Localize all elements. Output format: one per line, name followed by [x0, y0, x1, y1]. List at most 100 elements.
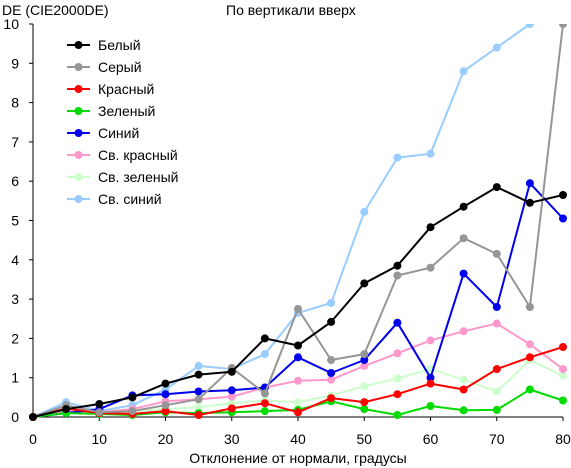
data-point [393, 411, 402, 419]
x-tick-label: 40 [290, 431, 306, 447]
data-point [492, 249, 501, 258]
data-point [128, 407, 137, 416]
data-point [161, 379, 170, 388]
data-point [360, 405, 369, 414]
data-point [492, 365, 501, 374]
data-point [29, 413, 37, 421]
data-point [492, 303, 501, 311]
data-point [294, 353, 302, 362]
data-point [426, 373, 435, 382]
data-point [360, 279, 369, 288]
data-point [62, 405, 71, 414]
x-tick-label: 80 [555, 431, 571, 447]
data-point [260, 350, 269, 359]
y-tick-label: 6 [11, 173, 19, 189]
data-point [327, 299, 336, 307]
data-point [393, 349, 402, 358]
data-point [327, 356, 336, 364]
data-point [194, 403, 203, 412]
legend-item: Зеленый [67, 103, 155, 119]
legend-label: Синий [98, 125, 139, 141]
legend-item: Белый [67, 37, 141, 53]
legend-marker [74, 195, 83, 203]
data-point [360, 361, 369, 370]
data-point [492, 43, 501, 52]
data-point [327, 317, 336, 326]
y-tick-label: 8 [11, 95, 19, 111]
legend-label: Св. синий [98, 191, 162, 207]
data-point [525, 24, 534, 28]
legend-item: Св. красный [67, 147, 178, 163]
data-point [360, 398, 369, 407]
legend-label: Зеленый [98, 103, 155, 119]
data-point [393, 261, 402, 270]
legend-marker [74, 85, 83, 93]
data-point [95, 408, 104, 417]
data-point [393, 318, 402, 327]
data-point [360, 207, 369, 216]
data-point [525, 340, 534, 349]
legend-marker [74, 129, 83, 137]
data-point [492, 387, 501, 396]
data-point [128, 393, 137, 402]
data-point [161, 390, 170, 399]
data-point [393, 374, 402, 383]
data-point [95, 400, 104, 408]
data-point [559, 365, 567, 374]
chart-title: По вертикали вверх [226, 2, 356, 18]
data-point [525, 385, 534, 394]
data-point [260, 407, 269, 416]
data-point [227, 392, 236, 401]
data-point [360, 382, 369, 391]
data-point [459, 269, 468, 278]
x-tick-label: 30 [224, 431, 240, 447]
data-point [525, 353, 534, 362]
data-point [525, 198, 534, 207]
data-point [327, 375, 336, 384]
data-point [426, 402, 435, 410]
legend-item: Св. синий [67, 191, 162, 207]
data-point [393, 153, 402, 162]
x-tick-label: 60 [423, 431, 439, 447]
y-tick-label: 4 [11, 252, 19, 268]
legend-label: Св. красный [98, 147, 178, 163]
data-point [559, 191, 567, 199]
data-point [294, 304, 302, 313]
data-point [559, 371, 567, 380]
data-point [260, 399, 269, 408]
data-point [459, 327, 468, 336]
data-point [227, 367, 236, 376]
data-point [294, 408, 302, 417]
x-tick-labels: 0 10 20 30 40 50 60 70 80 [29, 431, 571, 447]
y-tick-label: 9 [11, 55, 19, 71]
data-point [459, 375, 468, 384]
data-point [559, 396, 567, 405]
data-point [227, 386, 236, 395]
y-tick-label: 3 [11, 291, 19, 307]
data-point [459, 406, 468, 415]
x-axis-label: Отклонение от нормали, градусы [189, 450, 406, 466]
data-point [492, 183, 501, 192]
data-point [194, 370, 203, 379]
y-axis-label: DE (CIE2000DE) [2, 2, 109, 18]
legend-item: Синий [67, 125, 139, 141]
legend: Белый Серый Красный Зеленый Синий Св. красный… [67, 37, 178, 207]
data-point [426, 149, 435, 158]
y-tick-label: 7 [11, 134, 19, 150]
data-point [393, 390, 402, 399]
legend-marker [74, 173, 83, 181]
data-point [426, 263, 435, 272]
data-point [426, 336, 435, 345]
y-tick-label: 10 [3, 16, 19, 32]
data-point [227, 404, 236, 413]
data-point [492, 319, 501, 328]
data-point [260, 389, 269, 398]
x-tick-label: 10 [91, 431, 107, 447]
data-point [559, 24, 567, 28]
data-point [426, 379, 435, 388]
y-tick-label: 1 [11, 370, 19, 386]
data-point [194, 395, 203, 404]
legend-label: Св. зеленый [98, 169, 178, 185]
legend-label: Белый [98, 37, 141, 53]
data-point [327, 394, 336, 403]
